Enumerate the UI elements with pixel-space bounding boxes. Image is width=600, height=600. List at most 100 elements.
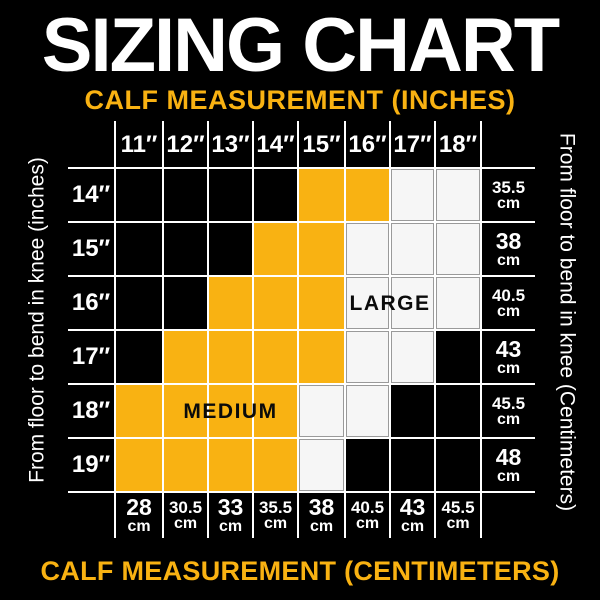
- size-cell-18in-14in: [254, 385, 297, 437]
- size-cell-14in-14in: [254, 169, 297, 221]
- size-cell-19in-12in: [164, 439, 207, 491]
- row-cm-label-35.5: 35.5 cm: [483, 168, 534, 222]
- size-cell-15in-12in: [164, 223, 207, 275]
- size-cell-18in-13in: [209, 385, 252, 437]
- size-cell-15in-15in: [299, 223, 344, 275]
- cm-unit: cm: [496, 359, 521, 377]
- size-cell-16in-14in: [254, 277, 297, 329]
- size-cell-14in-15in: [299, 169, 344, 221]
- size-cell-14in-12in: [164, 169, 207, 221]
- size-cell-14in-16in: [346, 169, 389, 221]
- cm-value: 48: [495, 443, 522, 470]
- cm-value: 40.5: [491, 285, 526, 305]
- cm-value: 35.5: [258, 498, 293, 517]
- col-cm-label-43: 43 cm: [390, 493, 435, 538]
- col-header-11in: 11″: [120, 131, 158, 158]
- size-cell-18in-17in: [391, 385, 434, 437]
- size-cell-16in-16in: [346, 277, 389, 329]
- size-cell-17in-14in: [254, 331, 297, 383]
- size-cell-17in-16in: [346, 331, 389, 383]
- cm-value: 43: [495, 335, 522, 362]
- col-header-17in: 17″: [393, 131, 432, 158]
- row-cm-label-43: 43 cm: [483, 330, 534, 384]
- size-cell-18in-18in: [436, 385, 480, 437]
- cm-unit: cm: [173, 515, 198, 532]
- row-header-15in: 15″: [71, 235, 111, 262]
- size-cell-15in-17in: [391, 223, 434, 275]
- size-cell-16in-11in: [116, 277, 162, 329]
- col-cm-label-33: 33 cm: [208, 493, 253, 538]
- size-cell-19in-13in: [209, 439, 252, 491]
- cm-unit: cm: [355, 515, 380, 532]
- cm-value: 40.5: [350, 498, 385, 517]
- cm-unit: cm: [496, 251, 521, 269]
- cm-unit: cm: [263, 515, 288, 532]
- size-cell-14in-17in: [391, 169, 434, 221]
- size-cell-18in-16in: [346, 385, 389, 437]
- row-header-14in: 14″: [71, 181, 111, 208]
- col-cm-label-35.5: 35.5 cm: [253, 493, 298, 538]
- row-header-19in: 19″: [71, 451, 111, 478]
- cm-value: 38: [495, 227, 522, 254]
- grid-hline: [68, 491, 535, 493]
- size-cell-14in-13in: [209, 169, 252, 221]
- size-cell-14in-18in: [436, 169, 480, 221]
- zone-label-medium: MEDIUM: [183, 399, 278, 423]
- top-axis-title: CALF MEASUREMENT (INCHES): [84, 85, 516, 115]
- size-cell-17in-11in: [116, 331, 162, 383]
- cm-unit: cm: [400, 518, 425, 535]
- size-cell-15in-16in: [346, 223, 389, 275]
- cm-unit: cm: [309, 518, 334, 535]
- row-header-16in: 16″: [71, 289, 111, 316]
- size-cell-19in-18in: [436, 439, 480, 491]
- size-cell-18in-12in: [164, 385, 207, 437]
- cm-value: 30.5: [168, 498, 203, 517]
- size-cell-17in-12in: [164, 331, 207, 383]
- col-header-16in: 16″: [348, 131, 387, 158]
- size-cell-16in-13in: [209, 277, 252, 329]
- row-header-17in: 17″: [71, 343, 111, 370]
- grid-hline: [68, 437, 535, 439]
- cm-value: 43: [399, 494, 426, 520]
- row-cm-label-45.5: 45.5 cm: [483, 384, 534, 438]
- cm-value: 45.5: [491, 393, 526, 413]
- row-header-18in: 18″: [71, 397, 111, 424]
- size-cell-15in-13in: [209, 223, 252, 275]
- cm-value: 35.5: [491, 177, 526, 197]
- size-cell-19in-14in: [254, 439, 297, 491]
- col-cm-label-40.5: 40.5 cm: [345, 493, 390, 538]
- size-cell-18in-11in: [116, 385, 162, 437]
- size-cell-17in-18in: [436, 331, 480, 383]
- cm-unit: cm: [127, 518, 151, 535]
- col-cm-label-30.5: 30.5 cm: [163, 493, 208, 538]
- size-cell-17in-13in: [209, 331, 252, 383]
- cm-value: 38: [308, 494, 335, 520]
- col-cm-label-45.5: 45.5 cm: [435, 493, 481, 538]
- grid-hline: [68, 167, 535, 169]
- size-cell-17in-17in: [391, 331, 434, 383]
- cm-unit: cm: [496, 410, 521, 428]
- size-cell-14in-11in: [116, 169, 162, 221]
- size-cell-17in-15in: [299, 331, 344, 383]
- size-cell-16in-18in: [436, 277, 480, 329]
- col-header-18in: 18″: [438, 131, 478, 158]
- col-cm-label-28: 28 cm: [115, 493, 163, 538]
- cm-unit: cm: [496, 194, 521, 212]
- page-title: SIZING CHART: [41, 3, 560, 88]
- zone-label-large: LARGE: [349, 291, 431, 315]
- row-cm-label-38: 38 cm: [483, 222, 534, 276]
- cm-value: 33: [217, 494, 244, 520]
- size-cell-15in-14in: [254, 223, 297, 275]
- col-header-15in: 15″: [302, 131, 341, 158]
- size-cell-19in-16in: [346, 439, 389, 491]
- row-cm-label-48: 48 cm: [483, 438, 534, 492]
- grid-hline: [68, 275, 535, 277]
- row-cm-label-40.5: 40.5 cm: [483, 276, 534, 330]
- size-cell-16in-15in: [299, 277, 344, 329]
- col-cm-label-38: 38 cm: [298, 493, 345, 538]
- col-header-13in: 13″: [211, 131, 250, 158]
- col-header-14in: 14″: [256, 131, 295, 158]
- size-cell-16in-12in: [164, 277, 207, 329]
- cm-unit: cm: [218, 518, 243, 535]
